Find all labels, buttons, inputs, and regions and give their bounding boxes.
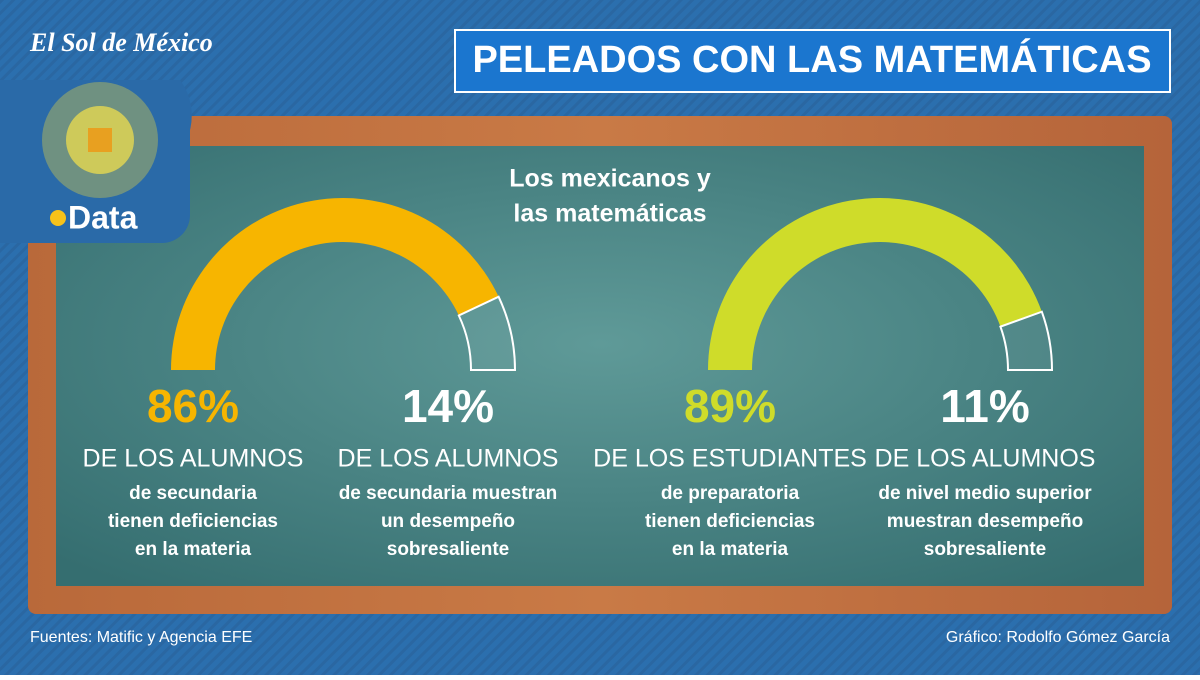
credit: Gráfico: Rodolfo Gómez García — [946, 629, 1170, 646]
gauge-segment — [708, 198, 1042, 370]
gauge-segment — [171, 198, 499, 370]
value-label: 86% — [147, 380, 239, 432]
headline: DE LOS ALUMNOS — [875, 445, 1096, 473]
value-label: 11% — [940, 380, 1030, 432]
description: en la materia — [135, 539, 252, 560]
description: de secundaria — [129, 483, 257, 504]
subtitle: las matemáticas — [513, 200, 706, 228]
description: sobresaliente — [387, 539, 510, 560]
description: un desempeño — [381, 511, 515, 532]
headline: DE LOS ALUMNOS — [338, 445, 559, 473]
headline: DE LOS ALUMNOS — [83, 445, 304, 473]
description: de preparatoria — [661, 483, 800, 504]
gauge-segment — [999, 310, 1054, 371]
logo-text: Data — [68, 199, 138, 235]
headline: DE LOS ESTUDIANTES — [593, 445, 867, 473]
description: tienen deficiencias — [645, 511, 815, 532]
description: en la materia — [672, 539, 789, 560]
value-label: 14% — [402, 380, 494, 432]
logo-core — [88, 128, 112, 152]
title: PELEADOS CON LAS MATEMÁTICAS — [472, 37, 1151, 81]
description: muestran desempeño — [887, 511, 1083, 532]
subtitle: Los mexicanos y — [509, 165, 711, 193]
gauge-segment — [457, 295, 517, 371]
description: de secundaria muestran — [339, 483, 558, 504]
brand: El Sol de México — [29, 28, 213, 57]
description: tienen deficiencias — [108, 511, 278, 532]
description: sobresaliente — [924, 539, 1047, 560]
source: Fuentes: Matific y Agencia EFE — [30, 629, 252, 646]
value-label: 89% — [684, 380, 776, 432]
title-box — [454, 29, 1171, 93]
description: de nivel medio superior — [878, 483, 1092, 504]
logo-dot — [50, 210, 66, 226]
